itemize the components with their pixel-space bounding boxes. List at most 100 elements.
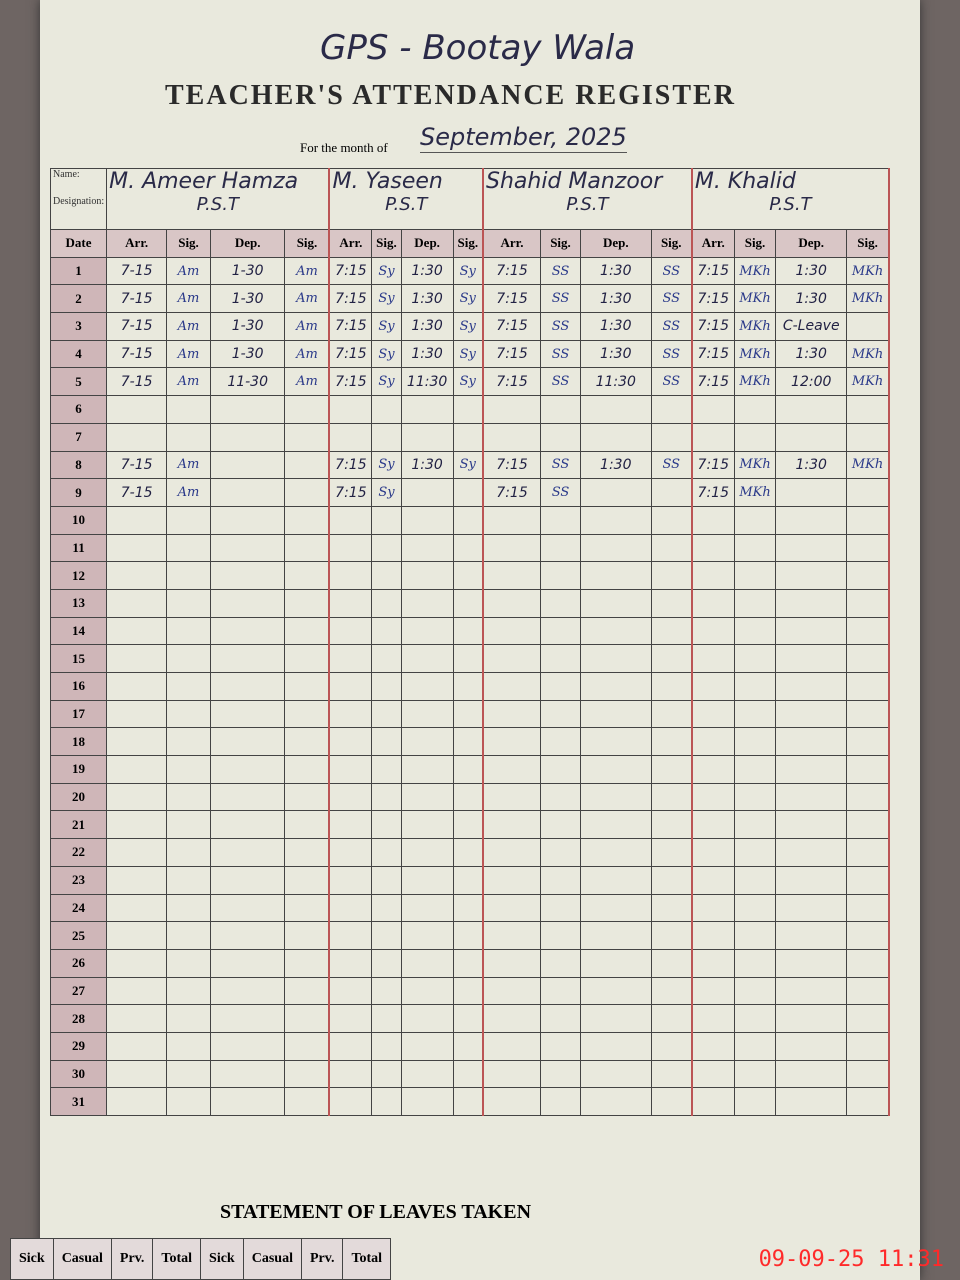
arrival-cell (691, 616, 735, 646)
departure-cell (775, 478, 848, 507)
date-cell: 7 (49, 422, 108, 452)
arrival-cell: 7-15 (106, 284, 168, 314)
arrival-cell: 7:15 (328, 256, 373, 286)
signature-cell (452, 505, 484, 535)
departure-cell (579, 672, 652, 701)
departure-cell (775, 810, 848, 840)
arrival-cell (328, 727, 373, 757)
arrival-cell (691, 644, 735, 673)
signature-cell (540, 1059, 581, 1089)
arrival-cell (328, 561, 373, 590)
leave-header: Total (342, 1238, 392, 1280)
header-sig: Sig. (846, 229, 891, 258)
date-cell: 17 (49, 699, 108, 729)
arrival-cell (106, 893, 168, 923)
arrival-cell (106, 533, 168, 563)
leave-header: Casual (242, 1238, 302, 1280)
arrival-cell (482, 588, 542, 618)
arrival-cell (106, 976, 168, 1006)
departure-cell (400, 699, 454, 729)
arrival-cell (106, 505, 168, 535)
signature-cell (371, 810, 402, 840)
signature-cell: MKh (733, 367, 777, 397)
departure-cell (775, 838, 848, 867)
signature-cell (733, 561, 777, 590)
table-row: 6 (49, 395, 891, 424)
signature-cell (166, 976, 211, 1006)
departure-cell (400, 1059, 454, 1089)
arrival-cell (106, 672, 168, 701)
arrival-cell (691, 755, 735, 784)
signature-cell (284, 1031, 331, 1061)
signature-cell (284, 505, 331, 535)
signature-cell (650, 422, 693, 452)
departure-cell (209, 727, 286, 757)
signature-cell (371, 1087, 402, 1116)
signature-cell (284, 395, 331, 424)
signature-cell: Am (166, 284, 211, 314)
signature-cell: Sy (452, 256, 484, 286)
signature-cell (846, 976, 891, 1006)
signature-cell (452, 1059, 484, 1089)
signature-cell (650, 1004, 693, 1033)
arrival-cell (328, 755, 373, 784)
name-label-cell: Name: Designation: (49, 168, 108, 230)
signature-cell (452, 921, 484, 950)
signature-cell (452, 561, 484, 590)
header-dep: Dep. (400, 229, 454, 258)
header-arr: Arr. (328, 229, 373, 258)
signature-cell (166, 616, 211, 646)
date-cell: 18 (49, 727, 108, 757)
arrival-cell: 7:15 (328, 367, 373, 397)
signature-cell (846, 755, 891, 784)
departure-cell: 1-30 (209, 256, 286, 286)
table-row: 18 (49, 727, 891, 757)
departure-cell (209, 921, 286, 950)
arrival-cell: 7-15 (106, 312, 168, 341)
signature-cell (452, 976, 484, 1006)
signature-cell (371, 921, 402, 950)
date-cell: 11 (49, 533, 108, 563)
signature-cell (540, 1004, 581, 1033)
teacher-header: M. Yaseen P.S.T (328, 168, 484, 230)
arrival-cell (691, 727, 735, 757)
signature-cell (371, 976, 402, 1006)
arrival-cell (106, 727, 168, 757)
signature-cell (452, 478, 484, 507)
signature-cell (371, 1004, 402, 1033)
departure-cell (400, 533, 454, 563)
table-row: 26 (49, 948, 891, 978)
departure-cell (400, 948, 454, 978)
arrival-cell (328, 810, 373, 840)
signature-cell (166, 1059, 211, 1089)
departure-cell (579, 1031, 652, 1061)
arrival-cell (106, 644, 168, 673)
signature-cell: SS (540, 312, 581, 341)
departure-cell: 1:30 (579, 256, 652, 286)
arrival-cell (106, 1031, 168, 1061)
arrival-cell: 7:15 (482, 256, 542, 286)
signature-cell (650, 672, 693, 701)
departure-cell (209, 1059, 286, 1089)
leave-header: Casual (52, 1238, 112, 1280)
teacher-header: M. Ameer Hamza P.S.T (106, 168, 331, 230)
arrival-cell (691, 810, 735, 840)
signature-cell (540, 1087, 581, 1116)
arrival-cell (482, 672, 542, 701)
teacher-designation: P.S.T (566, 194, 609, 215)
departure-cell (400, 782, 454, 812)
departure-cell (400, 727, 454, 757)
departure-cell (400, 672, 454, 701)
header-dep: Dep. (775, 229, 848, 258)
departure-cell (579, 478, 652, 507)
signature-cell: SS (540, 256, 581, 286)
signature-cell: MKh (846, 339, 891, 369)
signature-cell (650, 838, 693, 867)
departure-cell: 11-30 (209, 367, 286, 397)
signature-cell (371, 505, 402, 535)
signature-cell (650, 561, 693, 590)
arrival-cell: 7:15 (328, 284, 373, 314)
signature-cell: Sy (452, 367, 484, 397)
signature-cell (284, 1059, 331, 1089)
signature-cell (733, 505, 777, 535)
